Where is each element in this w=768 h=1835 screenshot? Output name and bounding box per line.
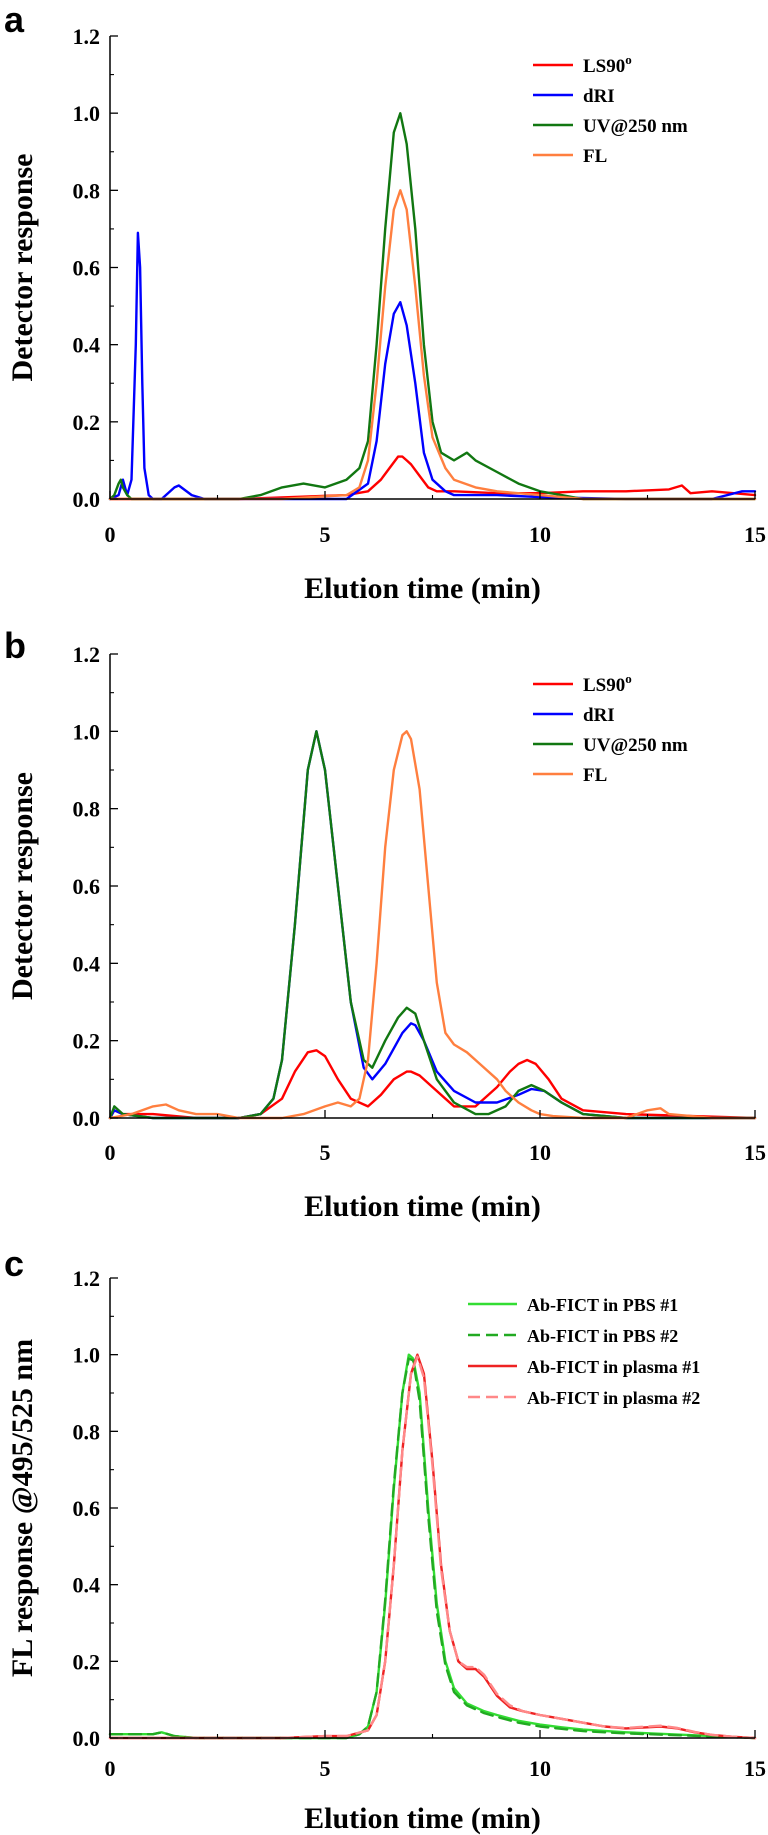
- panel-letter: b: [4, 625, 26, 666]
- y-tick-label: 0.6: [73, 256, 101, 281]
- legend: LS90o dRI UV@250 nm FL: [533, 671, 688, 786]
- panel-letter: c: [4, 1243, 24, 1284]
- legend-label: FL: [583, 146, 607, 167]
- legend-label: LS90o: [583, 52, 632, 77]
- legend-label: LS90o: [583, 671, 632, 696]
- x-axis-title: Elution time (min): [304, 572, 541, 605]
- legend-label-text: dRI: [583, 86, 615, 107]
- legend-label-text: Ab-FICT in PBS #2: [527, 1326, 678, 1346]
- y-tick-label: 0.6: [73, 874, 101, 899]
- x-tick-label: 15: [744, 522, 766, 547]
- y-tick-label: 0.4: [73, 333, 101, 358]
- legend-label-text: Ab-FICT in plasma #2: [527, 1388, 700, 1408]
- panel-a: a 0.0 0.2 0.4 0.6 0.8 1.0 1.2 0 5 10 15 Elution time…: [4, 0, 766, 605]
- x-tick-label: 5: [320, 1756, 331, 1781]
- legend-label: dRI: [583, 86, 615, 107]
- y-axis-title: Detector response: [6, 772, 39, 1000]
- legend-label-text: Ab-FICT in PBS #1: [527, 1295, 678, 1315]
- legend-label-text: FL: [583, 146, 607, 167]
- y-tick-label: 1.0: [73, 101, 101, 126]
- y-tick-label: 1.2: [73, 642, 101, 667]
- x-tick-label: 10: [529, 522, 551, 547]
- x-tick-label: 5: [320, 1140, 331, 1165]
- legend-label: Ab-FICT in PBS #1: [527, 1295, 678, 1315]
- x-axis-title: Elution time (min): [304, 1190, 541, 1223]
- y-tick-label: 0.0: [73, 1726, 101, 1751]
- y-tick-label: 1.2: [73, 24, 101, 49]
- x-tick-label: 0: [105, 1756, 116, 1781]
- y-axis-title: FL response @495/525 nm: [6, 1339, 39, 1677]
- panel-c: c 0.0 0.2 0.4 0.6 0.8 1.0 1.2 0 5 10 15 Elution time…: [4, 1243, 766, 1835]
- series-line-fl: [108, 189, 757, 501]
- legend-label-text: dRI: [583, 705, 615, 726]
- legend-label-superscript: o: [625, 52, 632, 67]
- y-tick-label: 0.2: [73, 1649, 101, 1674]
- legend-label-text: UV@250 nm: [583, 735, 688, 756]
- y-tick-label: 0.0: [73, 487, 101, 512]
- x-tick-label: 10: [529, 1756, 551, 1781]
- y-tick-label: 0.0: [73, 1106, 101, 1131]
- y-tick-label: 0.2: [73, 410, 101, 435]
- x-tick-label: 0: [105, 1140, 116, 1165]
- series-line-uv-250-nm: [108, 730, 757, 1120]
- legend-label: Ab-FICT in PBS #2: [527, 1326, 678, 1346]
- panel-b: b 0.0 0.2 0.4 0.6 0.8 1.0 1.2 0 5 10 15 Elution time…: [4, 625, 766, 1223]
- y-tick-label: 0.4: [73, 951, 101, 976]
- legend-label: UV@250 nm: [583, 735, 688, 756]
- x-axis-title: Elution time (min): [304, 1802, 541, 1835]
- legend: Ab-FICT in PBS #1 Ab-FICT in PBS #2 Ab-FIC…: [468, 1295, 700, 1408]
- series-line-uv-250-nm: [108, 111, 757, 501]
- legend-label: FL: [583, 765, 607, 786]
- legend-label: Ab-FICT in plasma #2: [527, 1388, 700, 1408]
- legend-label-text: FL: [583, 765, 607, 786]
- legend-label-text: UV@250 nm: [583, 116, 688, 137]
- series-line-ab-fict-in-pbs-2: [108, 1357, 757, 1740]
- y-tick-label: 0.8: [73, 1419, 101, 1444]
- y-tick-label: 1.2: [73, 1266, 101, 1291]
- legend: LS90o dRI UV@250 nm FL: [533, 52, 688, 167]
- legend-label-superscript: o: [625, 671, 632, 686]
- y-tick-label: 0.4: [73, 1573, 101, 1598]
- legend-label-text: LS90: [583, 675, 625, 696]
- y-axis-title: Detector response: [6, 154, 39, 382]
- x-tick-label: 5: [320, 522, 331, 547]
- y-tick-label: 1.0: [73, 719, 101, 744]
- legend-label: UV@250 nm: [583, 116, 688, 137]
- series-line-ab-fict-in-pbs-1: [108, 1353, 757, 1740]
- panel-letter: a: [4, 0, 25, 40]
- y-tick-label: 0.2: [73, 1029, 101, 1054]
- x-tick-label: 15: [744, 1140, 766, 1165]
- series-line-ls90: [108, 455, 757, 501]
- x-tick-label: 0: [105, 522, 116, 547]
- legend-label: Ab-FICT in plasma #1: [527, 1357, 700, 1377]
- x-tick-label: 10: [529, 1140, 551, 1165]
- y-tick-label: 0.6: [73, 1496, 101, 1521]
- y-tick-label: 0.8: [73, 178, 101, 203]
- x-tick-label: 15: [744, 1756, 766, 1781]
- legend-label-text: Ab-FICT in plasma #1: [527, 1357, 700, 1377]
- y-tick-label: 1.0: [73, 1343, 101, 1368]
- legend-label: dRI: [583, 705, 615, 726]
- legend-label-text: LS90: [583, 56, 625, 77]
- series-line-ab-fict-in-plasma-2: [108, 1355, 757, 1740]
- series-line-fl: [108, 730, 757, 1120]
- y-tick-label: 0.8: [73, 797, 101, 822]
- series-line-dri: [108, 231, 757, 501]
